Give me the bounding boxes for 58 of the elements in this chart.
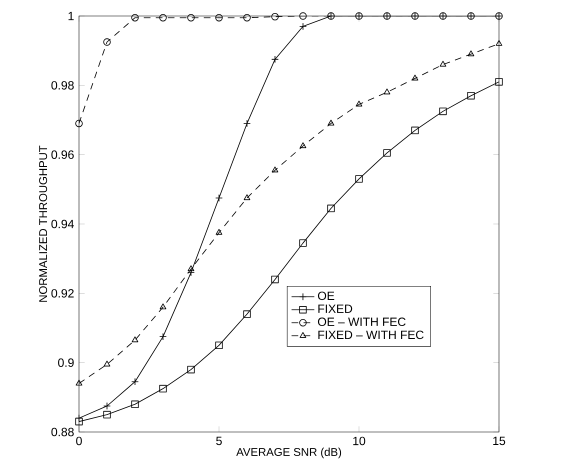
point	[271, 276, 279, 284]
point	[411, 126, 419, 134]
point	[244, 194, 250, 200]
y-tick-label: 0.88	[51, 428, 74, 436]
legend-label: OE	[318, 292, 334, 300]
y-tick-label: 0.92	[51, 289, 74, 298]
y-tick-label: 0.9	[58, 358, 74, 368]
point	[327, 204, 335, 212]
point	[215, 14, 223, 22]
point	[187, 14, 195, 22]
point	[495, 78, 503, 86]
point	[243, 14, 251, 22]
point	[272, 166, 278, 172]
point	[299, 12, 307, 20]
point	[216, 229, 222, 235]
point	[328, 120, 334, 126]
y-tick-label: 0.94	[51, 220, 74, 228]
x-axis-title: AVERAGE SNR (dB)	[236, 448, 342, 458]
point	[384, 88, 390, 94]
point	[383, 149, 391, 157]
point	[188, 265, 194, 272]
point	[439, 108, 447, 116]
point	[75, 120, 83, 128]
point	[468, 50, 474, 56]
point	[131, 400, 139, 408]
point	[159, 385, 167, 393]
point	[412, 74, 418, 81]
legend-label: OE – WITH FEC	[318, 318, 406, 326]
point	[243, 310, 251, 318]
point	[356, 100, 362, 107]
point	[440, 60, 446, 67]
legend-label: FIXED	[318, 304, 352, 314]
point	[132, 336, 138, 342]
point	[355, 175, 363, 183]
point	[496, 40, 502, 46]
y-axis-title: NORMALIZED THROUGHPUT	[39, 146, 48, 302]
point	[131, 14, 139, 22]
point	[104, 360, 110, 367]
x-tick-label: 10	[353, 436, 366, 446]
point	[300, 142, 306, 148]
x-tick-label: 5	[216, 436, 222, 446]
y-tick-label: 1	[68, 12, 74, 20]
point	[75, 418, 83, 426]
point	[271, 13, 279, 21]
x-tick-label: 15	[493, 436, 506, 446]
legend-label: FIXED – WITH FEC	[318, 330, 424, 340]
point	[103, 38, 111, 46]
y-tick-label: 0.98	[51, 81, 74, 90]
point	[160, 304, 166, 310]
point	[467, 92, 475, 100]
x-tick-label: 0	[76, 436, 82, 446]
y-tick-label: 0.96	[51, 150, 74, 160]
point	[76, 380, 82, 386]
point	[159, 14, 167, 22]
point	[299, 239, 307, 247]
point	[215, 342, 223, 350]
point	[103, 411, 111, 419]
point	[187, 366, 195, 374]
